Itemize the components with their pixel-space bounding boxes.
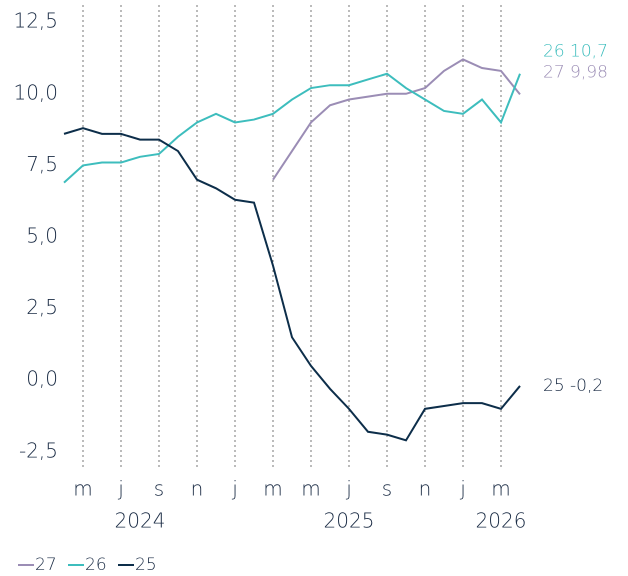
y-tick-label: 12,5 (13, 9, 58, 33)
line (272, 58, 521, 181)
x-tick-label: j (117, 477, 124, 501)
x-tick-label: j (345, 477, 352, 501)
y-tick-label: 10,0 (13, 80, 58, 104)
end-label: 26 10,7 (543, 42, 608, 62)
y-tick-label: 2,5 (26, 295, 58, 319)
line (63, 127, 521, 442)
line (63, 72, 521, 184)
end-label-name: 27 (543, 62, 565, 82)
end-label-name: 25 (543, 376, 565, 396)
year-label: 2026 (476, 509, 527, 533)
year-label: 2024 (115, 509, 166, 533)
year-label: 2025 (324, 509, 375, 533)
x-tick-label: j (231, 477, 238, 501)
end-label-value: 10,7 (570, 42, 608, 62)
x-tick-label: m (301, 477, 320, 501)
x-tick-label: s (382, 477, 392, 501)
x-tick-label: n (191, 477, 204, 501)
y-tick-label: 5,0 (26, 224, 58, 248)
end-label-value: -0,2 (570, 376, 603, 396)
x-tick-label: s (154, 477, 164, 501)
end-label: 25 -0,2 (543, 376, 603, 396)
y-tick-label: -2,5 (19, 438, 58, 462)
x-tick-label: m (263, 477, 282, 501)
x-tick-label: m (73, 477, 92, 501)
y-tick-label: 0,0 (26, 367, 58, 391)
end-label: 27 9,98 (543, 62, 608, 82)
y-tick-label: 7,5 (26, 152, 58, 176)
x-tick-label: j (459, 477, 466, 501)
end-label-name: 26 (543, 42, 565, 62)
end-label-value: 9,98 (570, 62, 608, 82)
legend-label: 25 (135, 555, 157, 575)
legend-label: 26 (85, 555, 107, 575)
x-tick-label: n (419, 477, 432, 501)
legend-label: 27 (35, 555, 57, 575)
x-tick-label: m (491, 477, 510, 501)
